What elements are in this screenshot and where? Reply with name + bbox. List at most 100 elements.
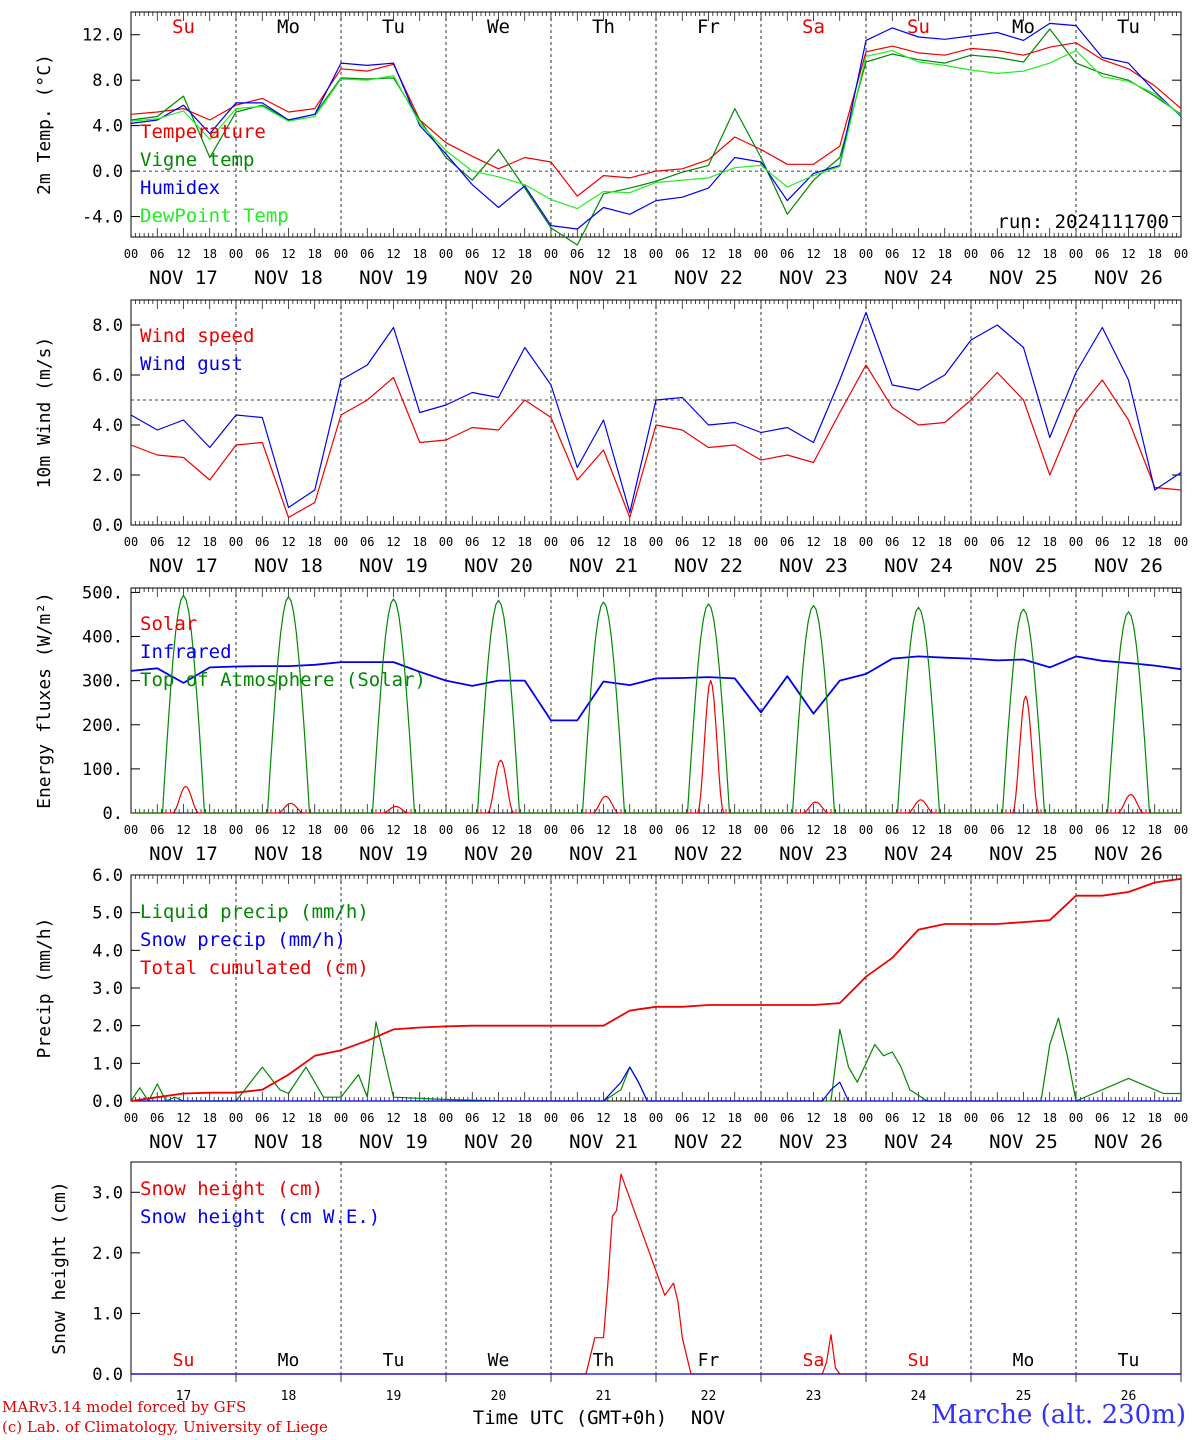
y-tick-label: 8.0: [92, 316, 123, 336]
hour-tick-label: 12: [176, 823, 190, 837]
y-tick-label: 4.0: [92, 117, 123, 137]
hour-tick-label: 12: [281, 535, 295, 549]
weekday-label: Tu: [1117, 16, 1140, 38]
hour-tick-label: 00: [964, 823, 978, 837]
hour-tick-label: 00: [754, 823, 768, 837]
y-tick-label: 200.: [82, 716, 123, 736]
hour-tick-label: 00: [1069, 823, 1083, 837]
y-tick-label: 6.0: [92, 866, 123, 886]
date-label: NOV 20: [464, 267, 533, 289]
date-label: NOV 23: [779, 1131, 848, 1153]
date-label: NOV 18: [254, 843, 323, 865]
date-label: NOV 19: [359, 1131, 428, 1153]
y-tick-label: 0.0: [92, 1092, 123, 1112]
weekday-label: We: [488, 1350, 510, 1371]
hour-tick-label: 00: [229, 1111, 243, 1125]
y-tick-label: 0.: [103, 804, 123, 824]
series-line: [130, 311, 1182, 514]
date-label: NOV 19: [359, 267, 428, 289]
hour-tick-label: 12: [1121, 247, 1135, 261]
hour-tick-label: 06: [255, 823, 269, 837]
panel-1: [130, 11, 1182, 246]
hour-tick-label: 12: [701, 535, 715, 549]
legend-entry: Top of Atmosphere (Solar): [140, 669, 426, 691]
hour-tick-label: 00: [1174, 247, 1188, 261]
hour-tick-label: 18: [203, 247, 217, 261]
hour-tick-label: 00: [124, 1111, 138, 1125]
legend-entry: Liquid precip (mm/h): [140, 901, 369, 923]
date-label: NOV 21: [569, 843, 638, 865]
hour-tick-label: 12: [806, 1111, 820, 1125]
y-tick-label: 12.0: [82, 26, 123, 46]
hour-tick-label: 00: [124, 535, 138, 549]
panel-frame: [130, 299, 1182, 526]
hour-tick-label: 12: [1016, 535, 1030, 549]
hour-tick-label: 12: [1016, 823, 1030, 837]
hour-tick-label: 06: [675, 535, 689, 549]
y-axis-label: Energy fluxes (W/m²): [34, 592, 55, 809]
legend-entry: Temperature: [140, 121, 266, 143]
weekday-label: Tu: [383, 1350, 405, 1371]
hour-tick-label: 00: [439, 1111, 453, 1125]
hour-tick-label: 18: [308, 535, 322, 549]
hour-tick-label: 18: [728, 1111, 742, 1125]
hour-tick-label: 12: [701, 1111, 715, 1125]
hour-tick-label: 12: [386, 1111, 400, 1125]
date-label: NOV 21: [569, 1131, 638, 1153]
hour-tick-label: 06: [1095, 535, 1109, 549]
hour-tick-label: 06: [885, 1111, 899, 1125]
hour-tick-label: 18: [413, 823, 427, 837]
weekday-label: We: [487, 16, 510, 38]
day-number: 22: [701, 1389, 717, 1404]
hour-tick-label: 06: [885, 823, 899, 837]
date-label: NOV 25: [989, 267, 1058, 289]
date-label: NOV 22: [674, 267, 743, 289]
hour-tick-label: 00: [1174, 823, 1188, 837]
date-label: NOV 19: [359, 843, 428, 865]
hour-tick-label: 06: [1095, 823, 1109, 837]
date-label: NOV 22: [674, 555, 743, 577]
series-line: [130, 42, 1182, 197]
date-label: NOV 21: [569, 267, 638, 289]
y-tick-label: 6.0: [92, 366, 123, 386]
weekday-label: Sa: [802, 16, 825, 38]
y-tick-label: 3.0: [92, 1183, 123, 1203]
series-line: [130, 50, 1182, 210]
hour-tick-label: 18: [938, 535, 952, 549]
date-label: NOV 17: [149, 267, 218, 289]
hour-tick-label: 12: [1121, 823, 1135, 837]
hour-tick-label: 18: [518, 247, 532, 261]
date-label: NOV 20: [464, 843, 533, 865]
date-label: NOV 26: [1094, 1131, 1163, 1153]
date-label: NOV 23: [779, 843, 848, 865]
run-label: run: 2024111700: [997, 211, 1169, 233]
weekday-label: Th: [593, 1350, 615, 1371]
day-number: 21: [596, 1389, 612, 1404]
weekday-label: Fr: [698, 1350, 720, 1371]
day-number: 25: [1016, 1389, 1032, 1404]
hour-tick-label: 18: [518, 535, 532, 549]
day-number: 26: [1121, 1389, 1137, 1404]
y-tick-label: 2.0: [92, 466, 123, 486]
x-axis-label: Time UTC (GMT+0h): [473, 1407, 667, 1429]
hour-tick-label: 06: [1095, 1111, 1109, 1125]
legend-entry: Snow precip (mm/h): [140, 929, 346, 951]
hour-tick-label: 12: [806, 823, 820, 837]
hour-tick-label: 18: [938, 247, 952, 261]
hour-tick-label: 18: [308, 247, 322, 261]
day-number: 17: [176, 1389, 192, 1404]
hour-tick-label: 06: [780, 823, 794, 837]
day-number: 18: [281, 1389, 297, 1404]
hour-tick-label: 06: [150, 535, 164, 549]
hour-tick-label: 00: [334, 535, 348, 549]
hour-tick-label: 12: [911, 1111, 925, 1125]
hour-tick-label: 06: [570, 247, 584, 261]
hour-tick-label: 18: [1148, 247, 1162, 261]
hour-tick-label: 06: [780, 247, 794, 261]
hour-tick-label: 00: [649, 247, 663, 261]
weekday-label: Sa: [803, 1350, 825, 1371]
series-line: [130, 655, 1182, 722]
hour-tick-label: 12: [596, 535, 610, 549]
hour-tick-label: 06: [150, 823, 164, 837]
